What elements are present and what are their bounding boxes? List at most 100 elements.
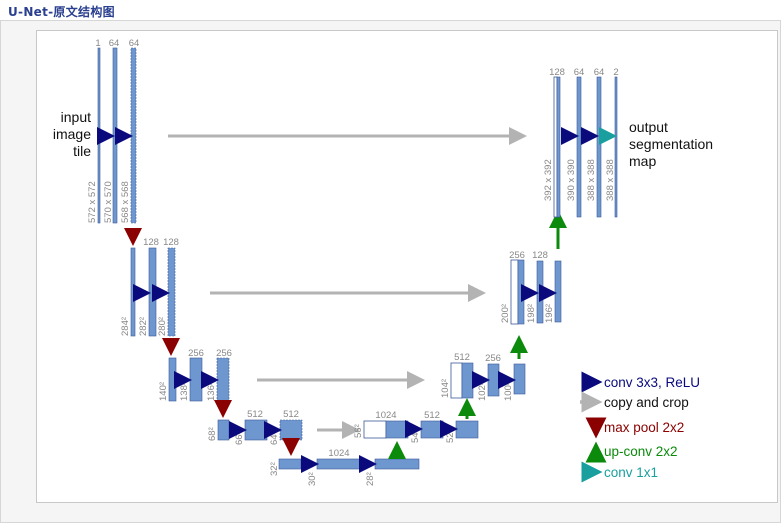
fmap-l3-pool [168,357,177,402]
fmap-r4-copied [363,420,387,439]
fmap-l4-conv2 [279,419,303,441]
level3-decoder: 512 256 104² 102² 100² [440,335,528,401]
size-label: 570 x 570 [103,181,114,223]
channel-label: 64 [129,38,140,49]
fmap-l2-conv1 [148,247,157,337]
size-label: 284² [120,317,131,336]
channel-label: 128 [143,237,159,248]
size-label: 140² [158,382,169,401]
unet-diagram: 1 64 64 572 x 572 570 x 570 568 x 568 12… [36,30,778,503]
fmap-l3-conv1 [189,357,203,402]
fmap-r4-upconv [385,420,409,439]
channel-label: 512 [454,352,470,363]
size-label: 200² [500,304,511,323]
level1-encoder: 1 64 64 572 x 572 570 x 570 568 x 568 [87,38,527,246]
fmap-l2-pool [130,247,136,337]
channel-label: 256 [485,353,501,364]
level2-decoder: 256 128 200² 198² 196² [500,210,567,325]
fmap-r1-upconv [556,76,561,218]
fmap-r2-conv2 [554,260,562,323]
input-label-line1: input [61,109,91,125]
channel-label: 256 [509,250,525,261]
legend-copy-label: copy and crop [604,395,689,410]
fmap-l4-conv1 [244,419,268,441]
fmap-r4-conv2 [455,420,479,439]
channel-label: 512 [424,410,440,421]
size-label: 30² [307,472,318,486]
size-label: 572 x 572 [87,181,98,223]
channel-label: 256 [188,348,204,359]
fmap-r3-upconv [461,362,474,399]
fmap-r1-conv2 [596,76,602,218]
fmap-r1-copied [553,76,558,218]
fmap-l4-pool [217,419,230,441]
fmap-r1-conv1 [576,76,582,218]
size-label: 390 x 390 [566,159,577,201]
size-label: 104² [440,379,451,398]
size-label: 196² [544,304,555,323]
size-label: 66² [234,431,245,445]
size-label: 54² [410,429,421,443]
size-label: 568 x 568 [120,181,131,223]
channel-label: 1 [95,38,100,49]
size-label: 100² [503,382,514,401]
size-label: 68² [207,427,218,441]
size-label: 102² [477,382,488,401]
size-label: 136² [206,382,217,401]
channel-label: 256 [216,348,232,359]
legend-conv-label: conv 3x3, ReLU [604,375,700,390]
size-label: 138² [179,382,190,401]
figure-frame: 1 64 64 572 x 572 570 x 570 568 x 568 12… [0,20,781,523]
channel-label: 128 [532,250,548,261]
fmap-l2-conv2 [167,247,176,337]
channel-label: 128 [163,237,179,248]
channel-label: 128 [549,67,565,78]
unet-diagram-canvas: 1 64 64 572 x 572 570 x 570 568 x 568 12… [53,38,713,486]
fmap-r4-conv1 [420,420,444,439]
fmap-l5-conv2 [374,458,420,470]
legend-conv1x1-label: conv 1x1 [604,465,658,480]
level1-decoder: 128 64 64 2 392 x 392 390 x 390 388 x 38… [543,67,619,218]
fmap-r2-copied [510,259,519,325]
fmap-r1-output [614,76,618,218]
channel-label: 64 [109,38,120,49]
fmap-r3-copied [450,362,463,399]
fmap-r2-upconv [517,259,525,325]
legend-pool-label: max pool 2x2 [604,420,684,435]
fmap-l1-input [97,47,101,224]
level3-encoder: 256 256 140² 138² 136² [158,348,425,418]
page-title: U-Net-原文结构图 [8,5,115,19]
output-label-line2: segmentation [629,136,713,152]
fmap-r3-conv1 [487,363,500,397]
level4-decoder: 1024 512 56² 54² 52² [353,398,479,443]
fmap-l5-conv1 [316,458,362,470]
size-label: 392 x 392 [543,159,554,201]
size-label: 198² [526,304,537,323]
channel-label: 2 [613,67,618,78]
channel-label: 1024 [328,448,349,459]
channel-label: 64 [594,67,605,78]
size-label: 56² [353,424,364,438]
channel-label: 64 [574,67,585,78]
level4-encoder: 512 512 68² 66² 64² [207,409,360,456]
level5-bottleneck: 1024 32² 30² 28² [269,441,420,486]
output-label-line3: map [629,153,656,169]
size-label: 388 x 388 [586,159,597,201]
channel-label: 512 [283,409,299,420]
fmap-l3-conv2 [216,357,230,402]
size-label: 32² [269,462,280,476]
size-label: 388 x 388 [605,159,616,201]
fmap-r2-conv1 [536,260,544,324]
size-label: 52² [445,429,456,443]
channel-label: 1024 [375,410,396,421]
size-label: 28² [365,472,376,486]
fmap-l5-pool [278,458,302,470]
legend: conv 3x3, ReLU copy and crop max pool 2x… [580,371,700,483]
size-label: 282² [138,317,149,336]
input-label-line3: tile [73,143,91,159]
size-label: 64² [269,431,280,445]
fmap-r3-conv2 [513,363,526,395]
output-label-line1: output [629,119,668,135]
channel-label: 512 [247,409,263,420]
size-label: 280² [157,317,168,336]
